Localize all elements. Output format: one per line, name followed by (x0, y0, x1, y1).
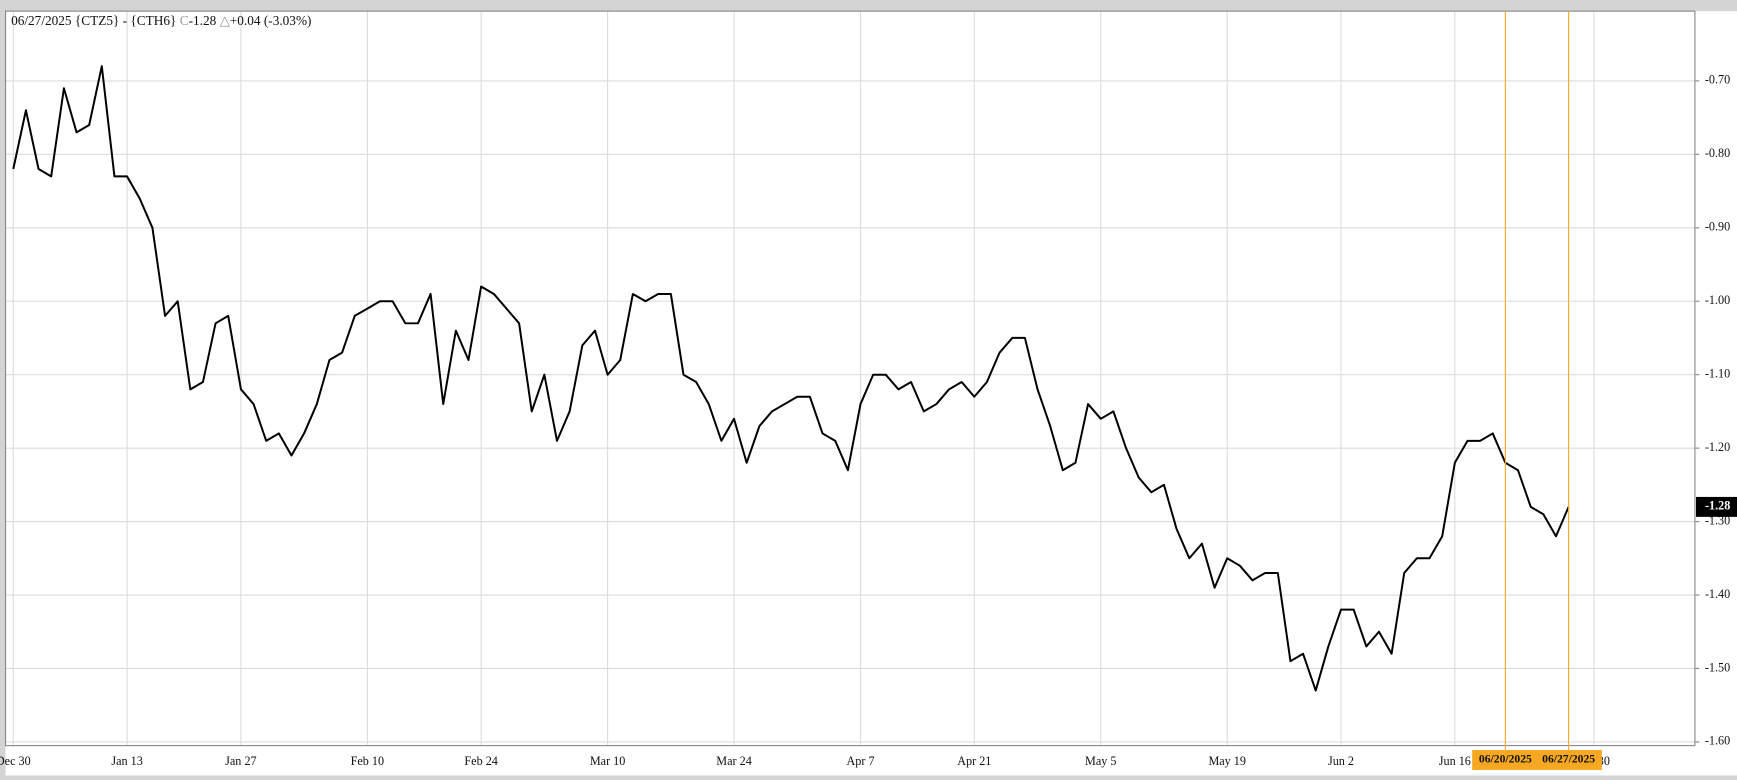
x-tick-label: May 19 (1208, 754, 1246, 768)
plot-border (4, 10, 1696, 747)
highlight-label: 06/27/2025 (1542, 753, 1595, 766)
header: 06/27/2025 {CTZ5} - {CTH6} C-1.28 △+0.04… (11, 13, 311, 28)
y-tick-label: -0.90 (1705, 220, 1730, 234)
x-tick-label: Mar 10 (590, 754, 626, 768)
y-tick-label: -1.50 (1705, 660, 1730, 674)
x-tick-label: May 5 (1085, 754, 1116, 768)
header-title: 06/27/2025 {CTZ5} - {CTH6} (11, 13, 176, 28)
y-tick-label: -1.00 (1705, 293, 1730, 307)
x-tick-label: Apr 7 (846, 754, 874, 768)
last-value-label: -1.28 (1705, 499, 1730, 513)
price-line (12, 65, 1570, 692)
x-tick-label: Jun 2 (1328, 754, 1354, 768)
y-tick-label: -1.10 (1705, 366, 1730, 380)
close: -1.28 (189, 13, 217, 28)
x-tick-label: Jan 13 (111, 754, 142, 768)
change-label: △ (220, 13, 230, 28)
y-tick-label: -1.20 (1705, 440, 1730, 454)
y-tick-label: -1.60 (1705, 734, 1730, 748)
marks (12, 65, 1570, 692)
x-tick-label: Mar 24 (716, 754, 752, 768)
y-tick-label: -0.80 (1705, 146, 1730, 160)
x-tick-label: Dec 30 (0, 754, 31, 768)
highlight-label: 06/20/2025 (1479, 753, 1532, 766)
highlight-box (1472, 750, 1602, 770)
close-label: C (180, 13, 189, 28)
x-tick-label: Feb 24 (464, 754, 497, 768)
change: +0.04 (230, 13, 261, 28)
x-tick-label: Jun 16 (1439, 754, 1471, 768)
x-tick-label: Jan 27 (225, 754, 256, 768)
x-tick-label: Feb 10 (351, 754, 384, 768)
change-pct: (-3.03%) (264, 13, 312, 28)
y-tick-label: -1.40 (1705, 587, 1730, 601)
y-tick-label: -1.30 (1705, 513, 1730, 527)
x-tick-label: Apr 21 (957, 754, 991, 768)
last-value-tag (1696, 496, 1737, 517)
panel (5, 11, 1737, 776)
y-tick-label: -0.70 (1705, 73, 1730, 87)
grid (5, 11, 1695, 746)
